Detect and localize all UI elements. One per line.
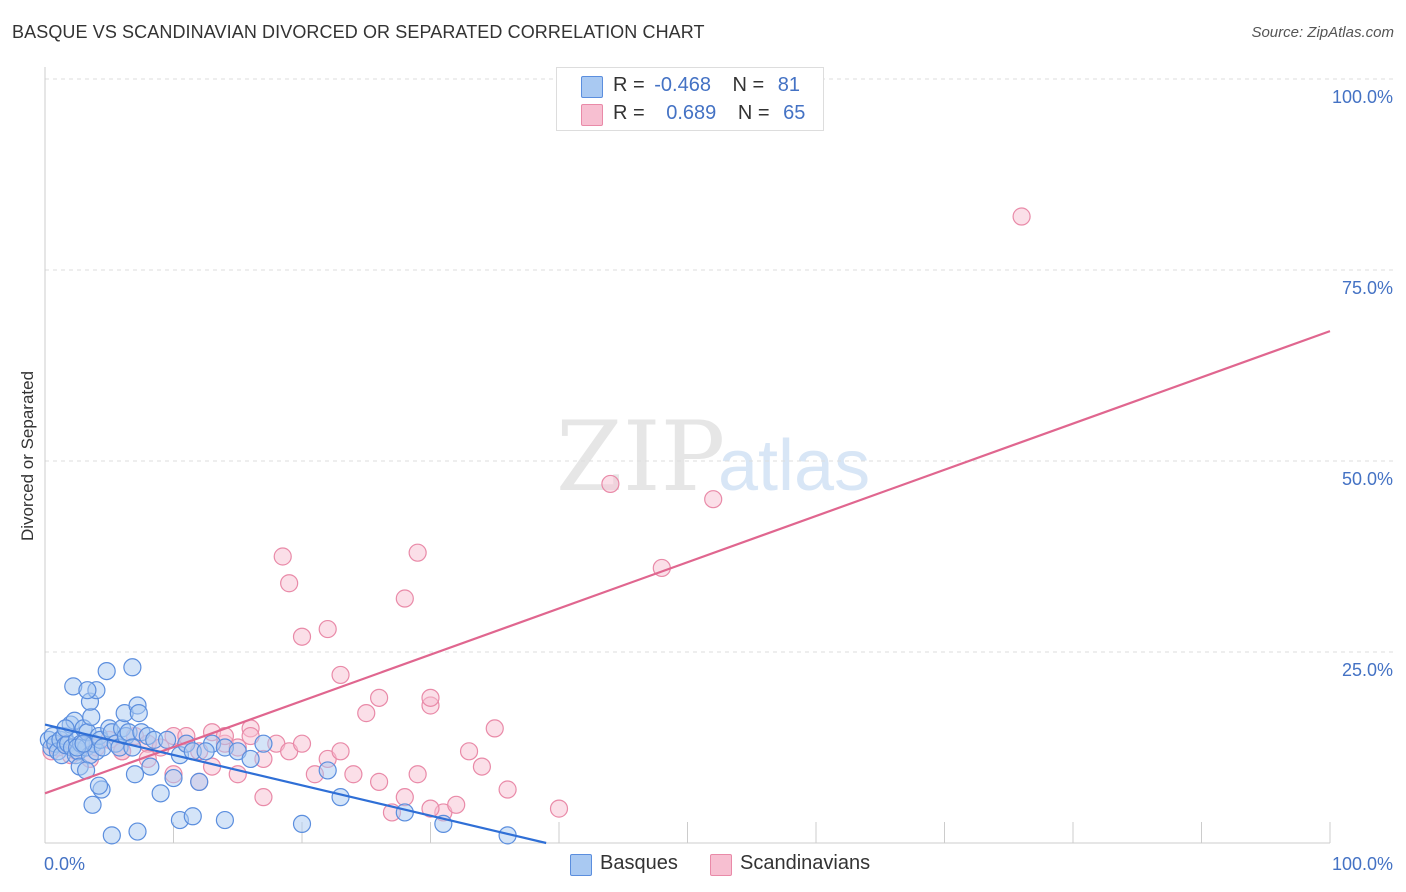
correlation-legend: R = -0.468 N = 81 R = 0.689 N = 65 [556,67,824,131]
scandinavian-point [704,490,723,509]
scandinavian-point [395,788,414,807]
scandinavian-point [447,795,466,814]
basque-point [215,810,234,830]
watermark-atlas: atlas [718,426,870,506]
y-tick-label: 25.0% [1342,660,1393,680]
legend-n-label: N = [732,74,765,96]
scandinavian-point [408,543,427,562]
scandinavian-point [459,742,479,761]
scandinavian-point [331,742,350,761]
legend-n-value: 65 [783,102,806,124]
basque-point [141,757,160,776]
basques-swatch [570,854,592,876]
legend-r-value: -0.468 [654,74,711,96]
watermark: ZIP atlas [556,401,870,513]
scandinavians-swatch [581,104,603,126]
basque-point [395,803,414,822]
legend-label-basques: Basques [600,852,678,874]
basque-point [89,776,109,795]
scandinavian-point [549,799,569,818]
y-tick-label: 50.0% [1342,469,1393,489]
basques-swatch [581,76,603,98]
legend-n-label: N = [737,102,770,124]
scandinavian-point [331,665,350,685]
legend-n-value: 81 [777,74,801,96]
chart-title: BASQUE VS SCANDINAVIAN DIVORCED OR SEPAR… [12,22,705,42]
basque-point [318,761,337,780]
legend-r-value: 0.689 [666,102,717,124]
basque-points [39,658,517,845]
scandinavian-point [292,627,312,646]
scandinavian-point [485,719,504,738]
scandinavian-point [202,757,222,776]
basque-point [102,826,121,845]
basque-point [78,681,97,700]
x-tick-label: 100.0% [1332,854,1393,874]
y-tick-label: 75.0% [1342,278,1393,298]
basque-point [129,704,148,723]
legend-label-scandinavians: Scandinavians [740,852,871,874]
x-tick-label: 0.0% [44,854,85,874]
basque-point [331,788,350,807]
scandinavian-point [370,688,389,707]
basque-point [183,807,202,826]
scandinavian-point [498,780,517,799]
legend-r-label: R = [613,74,645,96]
scandinavian-point [395,589,414,608]
source-credit: Source: ZipAtlas.com [1251,24,1394,41]
gridlines [45,78,1395,653]
scandinavian-point [1012,207,1031,226]
scandinavian-point [273,547,292,566]
trend-lines [44,330,1331,845]
scandinavian-point [601,474,620,494]
basque-point [125,765,145,784]
basque-point [292,814,312,834]
scandinavian-point [472,757,491,776]
basque-point [151,784,170,803]
x-axis-tick-labels: 0.0% 100.0% [44,854,1393,874]
scandinavian-point [254,788,273,807]
scandinavian-point [370,772,389,791]
basque-point [82,707,101,727]
scandinavian-point [421,688,440,707]
watermark-zip: ZIP [556,401,725,513]
basque-point [157,730,177,749]
basque-point [254,734,273,753]
series-legend: Basques Scandinavians [0,852,1406,878]
scandinavian-trend-line [44,330,1331,795]
legend-r-label: R = [613,102,645,124]
basque-point [164,768,183,788]
x-axis-ticks [173,822,1331,843]
scandinavian-point [318,619,337,639]
y-axis-tick-labels: 25.0% 50.0% 75.0% 100.0% [1332,87,1393,680]
scandinavian-point [280,574,299,593]
basque-point [83,795,102,814]
basque-point [241,749,260,769]
scandinavian-point [344,765,363,784]
scandinavian-point [408,765,427,784]
scandinavian-point [421,799,440,818]
scandinavian-points [42,207,1031,822]
scandinavian-point [292,734,312,753]
basque-point [128,822,147,841]
basque-point [123,658,142,677]
basque-point [97,661,116,681]
basque-point [74,734,93,753]
scandinavian-point [357,704,376,723]
y-tick-label: 100.0% [1332,87,1393,107]
basque-trend-line [44,723,547,845]
basque-point [196,742,215,761]
scandinavians-swatch [710,854,732,876]
basque-point [190,772,209,791]
